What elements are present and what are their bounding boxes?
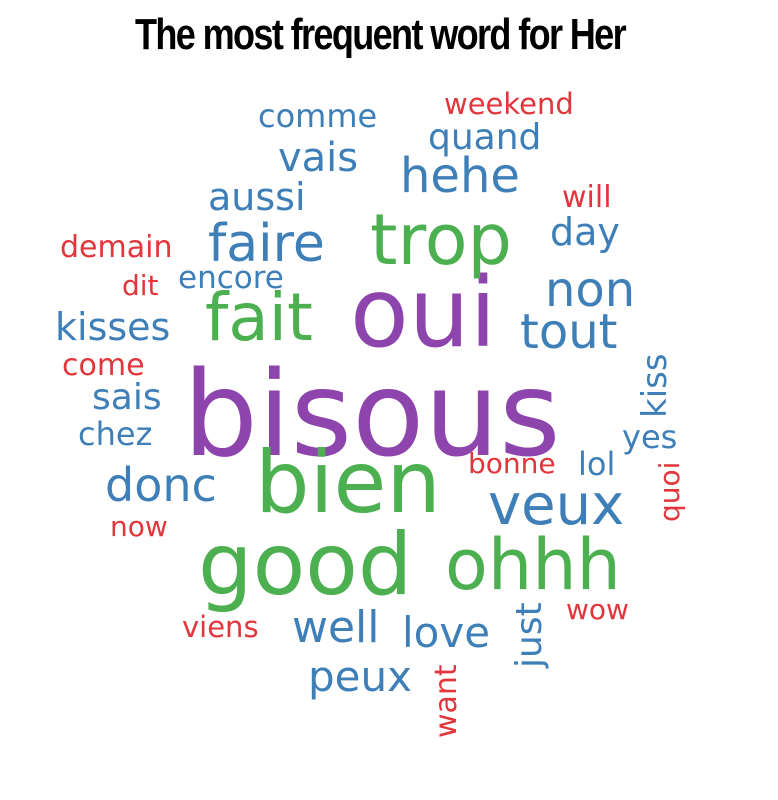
word-fait: fait	[205, 279, 313, 356]
word-trop: trop	[370, 199, 512, 281]
word-non: non	[545, 262, 636, 318]
word-now: now	[110, 510, 168, 543]
word-kiss: kiss	[635, 353, 675, 418]
word-aussi: aussi	[208, 175, 306, 219]
word-vais: vais	[278, 135, 359, 181]
word-yes: yes	[622, 418, 678, 456]
word-quand: quand	[428, 117, 542, 158]
word-will: will	[562, 180, 612, 215]
word-come: come	[62, 348, 145, 383]
word-oui: oui	[350, 257, 497, 369]
word-hehe: hehe	[400, 148, 520, 204]
word-faire: faire	[208, 214, 325, 274]
word-encore: encore	[178, 260, 284, 296]
word-bonne: bonne	[468, 447, 556, 480]
word-peux: peux	[308, 652, 412, 701]
word-demain: demain	[60, 230, 173, 265]
word-wow: wow	[566, 593, 629, 626]
word-want: want	[429, 664, 464, 738]
word-bisous: bisous	[183, 345, 561, 483]
word-comme: comme	[258, 97, 378, 135]
word-weekend: weekend	[444, 87, 574, 121]
page-title: The most frequent word for Her	[134, 10, 627, 59]
word-love: love	[402, 608, 491, 657]
word-lol: lol	[578, 445, 616, 483]
word-kisses: kisses	[55, 305, 171, 349]
word-good: good	[198, 515, 413, 615]
word-donc: donc	[105, 458, 217, 512]
word-day: day	[550, 210, 620, 254]
word-bien: bien	[255, 433, 441, 533]
word-veux: veux	[488, 473, 625, 538]
word-dit: dit	[122, 269, 159, 302]
word-ohhh: ohhh	[445, 524, 621, 606]
word-chez: chez	[78, 415, 153, 453]
word-tout: tout	[520, 304, 618, 360]
word-quoi: quoi	[653, 461, 686, 522]
word-viens: viens	[182, 610, 259, 644]
word-sais: sais	[92, 377, 162, 418]
word-just: just	[509, 602, 550, 668]
word-well: well	[292, 602, 380, 653]
